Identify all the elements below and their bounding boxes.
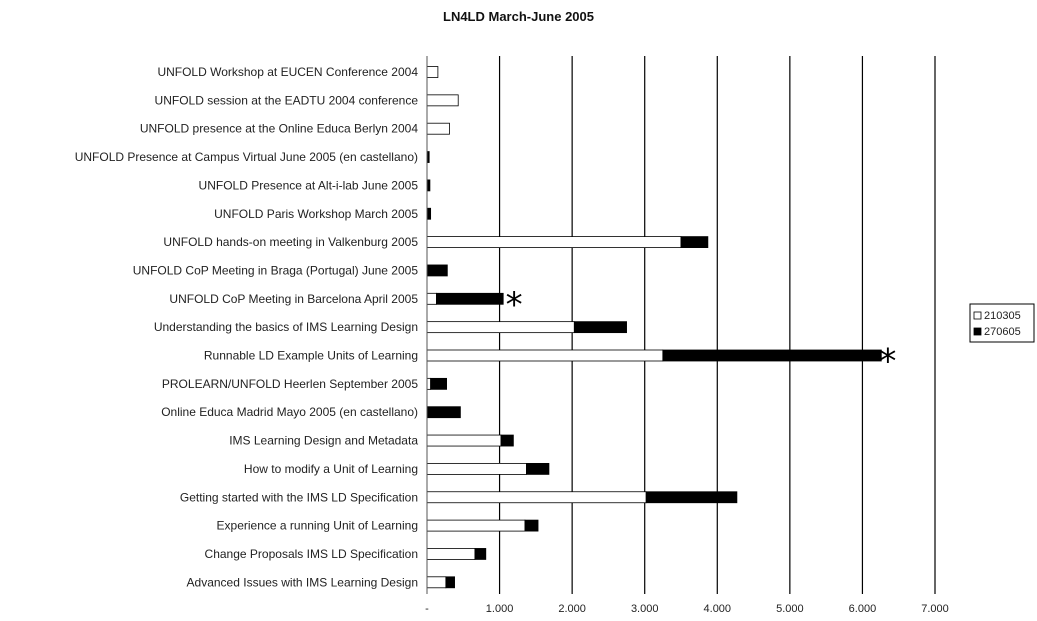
legend-box xyxy=(969,303,1035,343)
bar-210305 xyxy=(426,321,575,334)
annotation-asterisk: * xyxy=(879,342,896,382)
category-label: Runnable LD Example Units of Learning xyxy=(204,349,418,363)
bar-210305 xyxy=(426,349,664,362)
legend-swatch xyxy=(973,327,982,336)
bar-270605 xyxy=(436,292,504,305)
category-label: UNFOLD hands-on meeting in Valkenburg 20… xyxy=(163,235,418,249)
category-label: Understanding the basics of IMS Learning… xyxy=(154,320,418,334)
bar-270605 xyxy=(645,491,738,504)
bar-210305 xyxy=(426,66,439,78)
bar-210305 xyxy=(426,292,437,305)
legend: 210305 270605 xyxy=(969,303,1035,343)
bar-270605 xyxy=(680,236,709,249)
bar-210305 xyxy=(426,434,502,447)
category-label: UNFOLD Workshop at EUCEN Conference 2004 xyxy=(157,65,418,79)
category-label: UNFOLD Paris Workshop March 2005 xyxy=(214,207,418,221)
x-tick-label: 1.000 xyxy=(486,603,514,615)
bar-210305 xyxy=(426,94,459,107)
category-label: UNFOLD CoP Meeting in Barcelona April 20… xyxy=(169,292,418,306)
bar-270605 xyxy=(524,519,539,532)
legend-label: 270605 xyxy=(984,326,1021,338)
category-label: UNFOLD CoP Meeting in Braga (Portugal) J… xyxy=(133,263,419,277)
category-label: PROLEARN/UNFOLD Heerlen September 2005 xyxy=(162,377,418,391)
bar-210305 xyxy=(426,548,476,560)
category-label: Online Educa Madrid Mayo 2005 (en castel… xyxy=(161,405,418,419)
legend-swatch xyxy=(973,311,982,320)
bar-210305 xyxy=(426,122,450,135)
x-tick-label: 4.000 xyxy=(704,603,732,615)
legend-label: 210305 xyxy=(984,310,1021,322)
bar-270605 xyxy=(426,207,432,220)
category-label: Change Proposals IMS LD Specification xyxy=(205,547,418,561)
bar-270605 xyxy=(426,264,448,277)
category-label: UNFOLD Presence at Alt-i-lab June 2005 xyxy=(199,178,419,192)
bars xyxy=(426,66,882,589)
bar-210305 xyxy=(426,462,527,475)
category-label: Getting started with the IMS LD Specific… xyxy=(180,490,418,504)
bar-210305 xyxy=(426,377,432,390)
x-tick-label: 5.000 xyxy=(776,603,804,615)
bar-210305 xyxy=(426,576,447,589)
bar-270605 xyxy=(445,576,455,589)
x-tick-label: 2.000 xyxy=(558,603,586,615)
category-label: Experience a running Unit of Learning xyxy=(217,519,418,533)
x-tick-label: 6.000 xyxy=(849,603,877,615)
bar-210305 xyxy=(426,236,682,249)
bar-270605 xyxy=(500,434,514,447)
bar-270605 xyxy=(662,349,882,362)
bar-270605 xyxy=(474,548,487,560)
category-label: IMS Learning Design and Metadata xyxy=(229,434,418,448)
category-labels: UNFOLD Workshop at EUCEN Conference 2004… xyxy=(75,65,419,589)
category-label: UNFOLD session at the EADTU 2004 confere… xyxy=(155,93,419,107)
bar-270605 xyxy=(426,406,461,419)
category-label: Advanced Issues with IMS Learning Design xyxy=(187,575,418,589)
category-label: UNFOLD presence at the Online Educa Berl… xyxy=(140,122,418,136)
annotations: ** xyxy=(506,285,897,382)
bar-210305 xyxy=(426,519,526,532)
x-tick-label: 7.000 xyxy=(921,603,949,615)
x-tick-label: 3.000 xyxy=(631,603,659,615)
bar-270605 xyxy=(573,321,627,334)
annotation-asterisk: * xyxy=(506,285,523,325)
category-label: How to modify a Unit of Learning xyxy=(244,462,418,476)
tick-labels: - 1.000 2.000 3.000 4.000 5.000 6.000 7.000 xyxy=(425,603,949,615)
x-tick-label: - xyxy=(425,603,429,615)
bar-270605 xyxy=(526,462,550,475)
bar-270605 xyxy=(430,377,447,390)
category-label: UNFOLD Presence at Campus Virtual June 2… xyxy=(75,150,418,164)
bar-210305 xyxy=(426,491,647,504)
chart-title: LN4LD March-June 2005 xyxy=(443,9,594,24)
